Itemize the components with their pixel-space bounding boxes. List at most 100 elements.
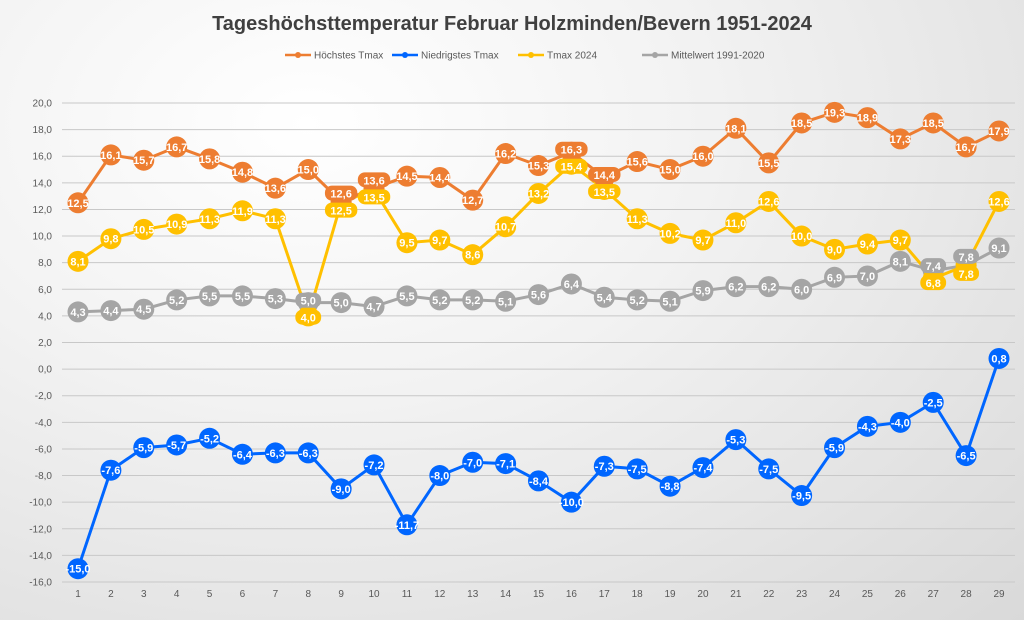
legend-marker	[652, 52, 658, 58]
y-tick-label: 20,0	[33, 99, 53, 110]
data-point	[988, 237, 1010, 259]
data-label: 13,2	[528, 188, 549, 200]
data-point	[133, 149, 155, 171]
data-label-group: 13,6	[357, 172, 391, 188]
data-label-background	[295, 309, 322, 325]
data-point	[528, 182, 549, 204]
data-label-group: 16,0	[692, 151, 713, 163]
data-label: -4,3	[858, 421, 877, 433]
data-label-group: -6,5	[957, 451, 976, 463]
data-label-group: 11,3	[627, 214, 648, 226]
data-label: 15,4	[561, 162, 583, 174]
data-label: 15,6	[626, 157, 647, 169]
data-label: 11,3	[265, 214, 286, 226]
data-point	[889, 128, 911, 150]
data-point	[495, 216, 517, 238]
data-label: 8,1	[893, 256, 908, 268]
y-tick-label: 18,0	[33, 125, 53, 136]
data-label-group: -7,3	[595, 461, 614, 473]
data-label-group: 6,0	[794, 284, 809, 296]
data-label: -4,0	[891, 417, 910, 429]
data-point	[199, 208, 221, 230]
data-label-group: -5,2	[200, 433, 219, 445]
data-point	[363, 296, 385, 318]
data-label-background	[357, 189, 391, 205]
data-point	[856, 233, 878, 255]
data-label-group: 16,1	[100, 150, 121, 162]
data-label-group: -7,2	[365, 460, 384, 472]
data-point	[791, 485, 813, 507]
data-label-group: 16,7	[166, 142, 187, 154]
data-label: 14,4	[429, 173, 451, 185]
data-label-group: 11,0	[725, 218, 746, 230]
data-label: 9,5	[399, 238, 414, 250]
data-point	[199, 148, 221, 170]
x-tick-label: 2	[108, 589, 114, 600]
data-label-group: 17,3	[890, 134, 911, 146]
data-label-group: 11,9	[232, 206, 253, 218]
data-label: 5,5	[202, 291, 217, 303]
data-point	[692, 229, 714, 251]
gridlines	[62, 102, 1015, 583]
legend-item: Mittelwert 1991-2020	[642, 51, 765, 62]
data-label: 12,5	[330, 206, 351, 218]
data-label-group: -8,0	[430, 471, 449, 483]
x-tick-label: 8	[305, 589, 311, 600]
data-label: 16,0	[692, 151, 713, 163]
data-label-group: 5,5	[399, 291, 414, 303]
data-point	[692, 280, 714, 302]
data-label: 9,7	[695, 235, 710, 247]
data-label: 15,8	[199, 154, 220, 166]
data-label-group: 5,2	[432, 295, 447, 307]
data-label: 11,9	[232, 206, 253, 218]
x-tick-label: 25	[862, 589, 874, 600]
data-label-group: 9,7	[695, 235, 710, 247]
data-label: 4,0	[301, 313, 316, 325]
data-label-background	[324, 202, 358, 218]
x-tick-label: 5	[207, 589, 213, 600]
data-label-group: 11,3	[265, 214, 286, 226]
data-point	[396, 285, 418, 307]
y-tick-label: -10,0	[29, 498, 52, 509]
data-label-group: -5,9	[825, 443, 844, 455]
data-label-group: -7,5	[759, 464, 778, 476]
data-label: 5,9	[695, 286, 710, 298]
data-point	[264, 288, 286, 310]
data-label-group: 6,8	[920, 275, 947, 291]
data-label: 6,0	[794, 284, 809, 296]
data-label-group: -10,0	[559, 497, 584, 509]
data-label: 6,2	[761, 282, 776, 294]
data-point	[462, 451, 484, 473]
data-label: 10,5	[133, 224, 154, 236]
data-label: -9,0	[332, 484, 351, 496]
data-label-background	[357, 172, 391, 188]
data-label-background	[920, 258, 947, 274]
data-label-group: -11,7	[395, 520, 419, 532]
data-point	[396, 514, 418, 536]
data-label: 5,2	[432, 295, 447, 307]
data-point	[791, 112, 813, 134]
data-label-group: 8,6	[465, 250, 480, 262]
data-label: -9,5	[792, 491, 811, 503]
data-label-group: 13,5	[588, 183, 621, 199]
data-point	[330, 292, 352, 314]
data-label-background	[953, 265, 980, 281]
data-label-group: -6,3	[266, 448, 285, 460]
data-label-group: -4,0	[891, 417, 910, 429]
data-label-background	[920, 275, 947, 291]
data-label: -7,3	[595, 461, 614, 473]
data-label-background	[324, 185, 358, 201]
data-label: 12,6	[330, 189, 351, 201]
data-point	[988, 120, 1010, 142]
y-tick-label: 8,0	[38, 258, 52, 269]
y-axis: -16,0 -14,0 -12,0 -10,0 -8,0 -6,0 -4,0 -2,0 0,0 2…	[29, 99, 52, 589]
data-label: 16,1	[100, 150, 121, 162]
data-label-group: 5,2	[169, 295, 184, 307]
data-point	[824, 437, 846, 459]
data-point	[133, 437, 155, 459]
data-point	[528, 155, 549, 177]
data-point	[429, 167, 451, 189]
data-label: 9,0	[827, 244, 842, 256]
x-tick-label: 24	[829, 589, 841, 600]
data-point	[758, 276, 780, 298]
